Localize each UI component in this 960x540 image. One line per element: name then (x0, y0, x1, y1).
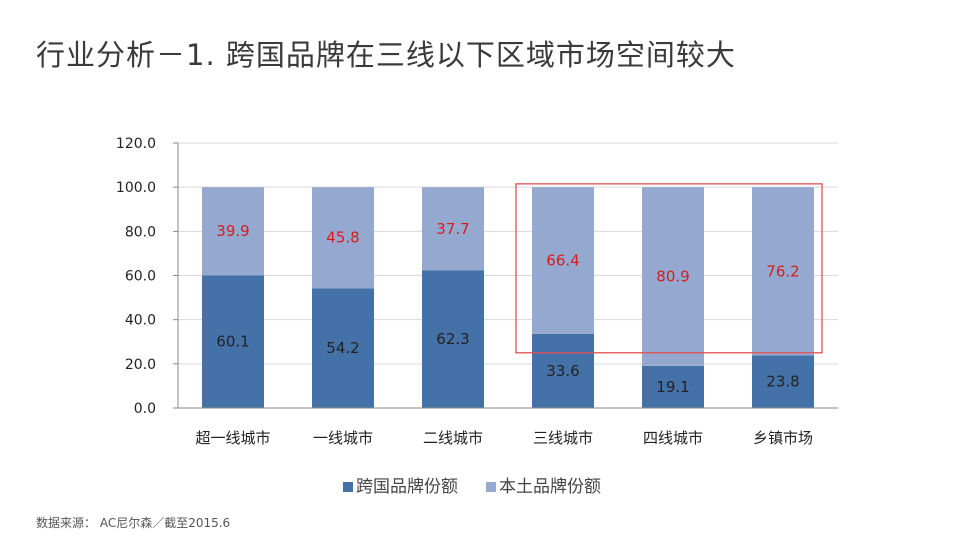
data-label-foreign: 62.3 (436, 330, 469, 348)
data-label-local: 76.2 (766, 262, 799, 280)
x-tick-label: 一线城市 (313, 429, 373, 447)
data-label-foreign: 33.6 (546, 362, 579, 380)
y-tick-label: 80.0 (125, 224, 156, 240)
legend-swatch (486, 482, 496, 492)
page-title: 行业分析－1. 跨国品牌在三线以下区域市场空间较大 (36, 38, 736, 72)
bar-local (422, 187, 484, 271)
x-tick-label: 二线城市 (423, 429, 483, 447)
y-tick-label: 100.0 (116, 180, 156, 196)
bar-foreign (422, 270, 484, 408)
data-labels: 60.1 39.9 54.2 45.8 62.3 37.7 33.6 66.4 19.1 80.9… (216, 220, 799, 396)
data-label-foreign: 19.1 (656, 378, 689, 396)
y-tick-label: 60.0 (125, 269, 156, 285)
bar-foreign (202, 275, 264, 408)
legend: 跨国品牌份额 本土品牌份额 (343, 477, 601, 497)
bar-local (752, 187, 814, 356)
y-tick-label: 40.0 (125, 313, 156, 329)
bar-foreign (312, 288, 374, 408)
bar-local (202, 187, 264, 276)
bar-local (532, 187, 594, 334)
data-label-local: 45.8 (326, 229, 359, 247)
data-label-foreign: 23.8 (766, 373, 799, 391)
data-label-foreign: 60.1 (216, 333, 249, 351)
x-tick-label: 乡镇市场 (753, 429, 813, 447)
x-tick-label: 四线城市 (643, 429, 703, 447)
bar-foreign (532, 333, 594, 408)
y-tick-label: 120.0 (116, 136, 156, 152)
highlight-group (515, 183, 823, 354)
legend-label: 本土品牌份额 (499, 477, 601, 497)
legend-swatch (343, 482, 353, 492)
highlight-box (515, 183, 823, 354)
bar-foreign (752, 355, 814, 408)
y-tick-label: 0.0 (134, 401, 156, 417)
axes: 0.0 20.0 40.0 60.0 80.0 100.0 120.0 超一线城市 一线城市 二线… (116, 136, 838, 447)
source-note: 数据来源： AC尼尔森／截至2015.6 (36, 516, 231, 530)
bar-foreign (642, 365, 704, 408)
x-tick-label: 超一线城市 (195, 429, 270, 447)
bars (202, 187, 814, 408)
data-label-foreign: 54.2 (326, 339, 359, 357)
y-tick-label: 20.0 (125, 357, 156, 373)
data-label-local: 37.7 (436, 220, 469, 238)
data-label-local: 39.9 (216, 222, 249, 240)
data-label-local: 66.4 (546, 251, 579, 269)
x-tick-label: 三线城市 (533, 429, 593, 447)
bar-local (642, 187, 704, 366)
grid-lines (178, 142, 838, 409)
data-label-local: 80.9 (656, 267, 689, 285)
legend-label: 跨国品牌份额 (356, 477, 458, 497)
bar-local (312, 187, 374, 289)
